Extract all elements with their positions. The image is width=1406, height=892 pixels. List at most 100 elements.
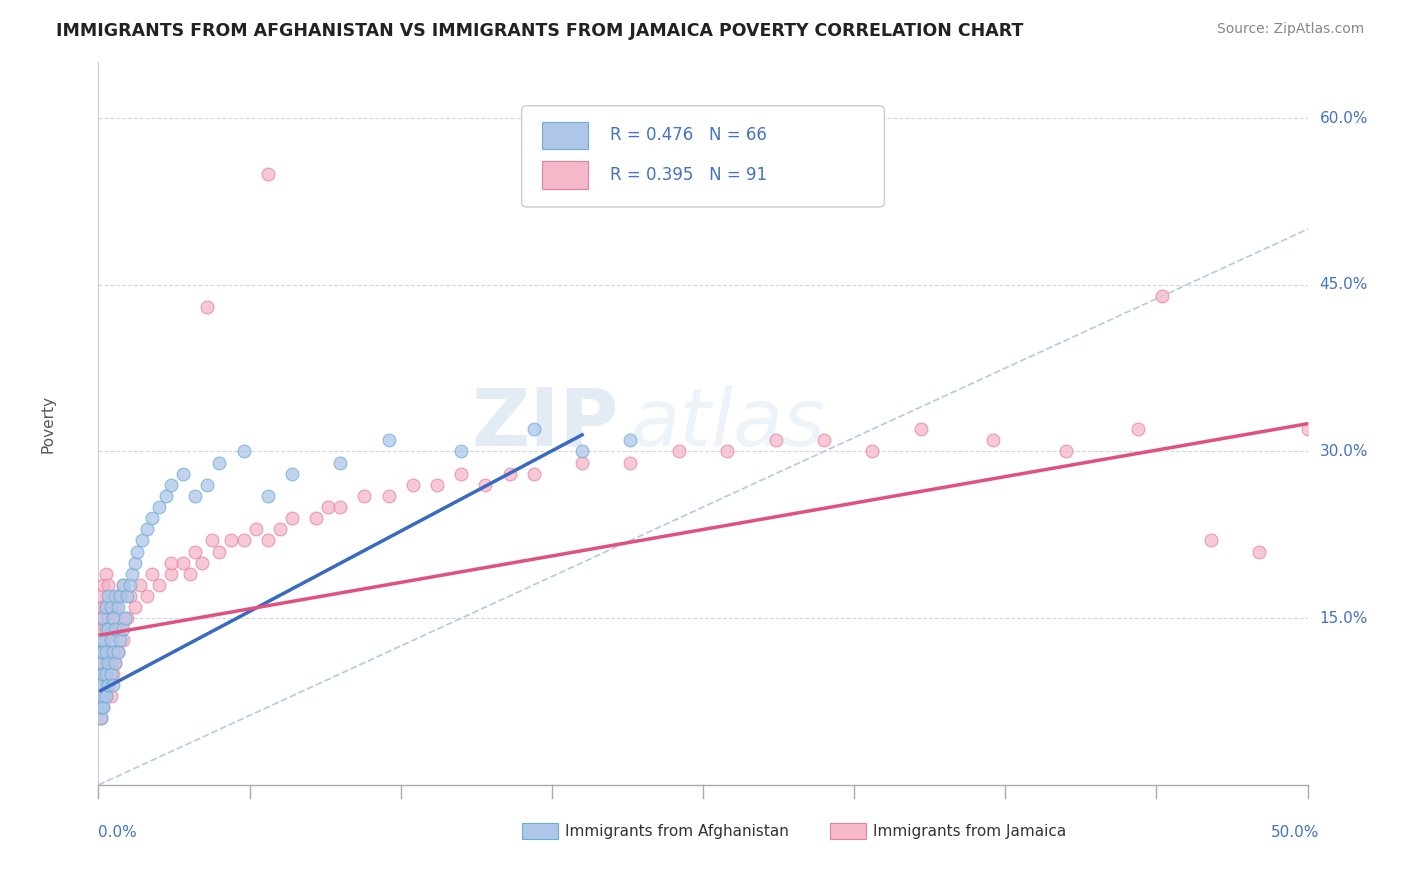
- Point: [141, 566, 163, 581]
- Point: [108, 633, 131, 648]
- Point: [245, 522, 267, 536]
- Text: IMMIGRANTS FROM AFGHANISTAN VS IMMIGRANTS FROM JAMAICA POVERTY CORRELATION CHART: IMMIGRANTS FROM AFGHANISTAN VS IMMIGRANT…: [56, 22, 1024, 40]
- Point: [111, 623, 134, 637]
- Point: [91, 578, 114, 592]
- Point: [329, 456, 352, 470]
- Text: Immigrants from Afghanistan: Immigrants from Afghanistan: [565, 823, 789, 838]
- Point: [94, 644, 117, 658]
- Point: [107, 644, 129, 658]
- Point: [765, 434, 787, 448]
- Point: [184, 489, 207, 503]
- Point: [716, 444, 738, 458]
- Point: [108, 589, 131, 603]
- FancyBboxPatch shape: [543, 161, 588, 189]
- Point: [256, 167, 278, 181]
- FancyBboxPatch shape: [543, 121, 588, 149]
- Point: [619, 456, 641, 470]
- Point: [94, 566, 117, 581]
- Point: [1054, 444, 1077, 458]
- Point: [101, 666, 124, 681]
- Point: [184, 544, 207, 558]
- Point: [91, 689, 114, 703]
- Point: [148, 578, 170, 592]
- Point: [111, 578, 134, 592]
- Point: [111, 578, 134, 592]
- Point: [101, 644, 124, 658]
- Point: [90, 656, 112, 670]
- Point: [104, 656, 127, 670]
- Text: Poverty: Poverty: [41, 394, 55, 453]
- Text: R = 0.395   N = 91: R = 0.395 N = 91: [610, 166, 768, 184]
- Point: [97, 644, 120, 658]
- Point: [256, 533, 278, 548]
- Point: [107, 600, 129, 615]
- Point: [619, 434, 641, 448]
- Point: [90, 633, 112, 648]
- Point: [91, 656, 114, 670]
- Point: [1249, 544, 1271, 558]
- Point: [571, 444, 593, 458]
- Point: [91, 644, 114, 658]
- Point: [107, 589, 129, 603]
- Point: [256, 489, 278, 503]
- Text: 60.0%: 60.0%: [1320, 111, 1368, 126]
- Point: [100, 623, 122, 637]
- Point: [90, 700, 112, 714]
- Point: [104, 623, 127, 637]
- Point: [172, 556, 194, 570]
- Point: [571, 456, 593, 470]
- Point: [195, 300, 218, 314]
- Point: [97, 623, 120, 637]
- Point: [97, 611, 120, 625]
- Point: [90, 666, 112, 681]
- Point: [90, 711, 112, 725]
- Point: [1296, 422, 1319, 436]
- Point: [208, 544, 231, 558]
- Point: [118, 578, 141, 592]
- Point: [450, 444, 472, 458]
- Point: [498, 467, 520, 481]
- Point: [90, 689, 112, 703]
- Point: [90, 678, 112, 692]
- Point: [232, 444, 254, 458]
- Point: [121, 566, 143, 581]
- Text: ZIP: ZIP: [471, 384, 619, 463]
- Point: [94, 689, 117, 703]
- Point: [97, 589, 120, 603]
- Point: [94, 600, 117, 615]
- Point: [160, 556, 183, 570]
- Point: [117, 589, 139, 603]
- Point: [101, 678, 124, 692]
- Point: [90, 700, 112, 714]
- Point: [135, 522, 157, 536]
- Point: [94, 666, 117, 681]
- Point: [91, 700, 114, 714]
- Point: [281, 467, 304, 481]
- Point: [813, 434, 835, 448]
- Point: [860, 444, 883, 458]
- Point: [90, 666, 112, 681]
- Point: [111, 633, 134, 648]
- Point: [91, 611, 114, 625]
- Point: [91, 666, 114, 681]
- Point: [91, 633, 114, 648]
- Text: 0.0%: 0.0%: [98, 825, 138, 839]
- Point: [201, 533, 224, 548]
- Point: [97, 678, 120, 692]
- Point: [191, 556, 214, 570]
- Point: [155, 489, 177, 503]
- Point: [94, 689, 117, 703]
- Point: [1199, 533, 1222, 548]
- Point: [101, 611, 124, 625]
- Point: [100, 633, 122, 648]
- Point: [100, 666, 122, 681]
- Text: Immigrants from Jamaica: Immigrants from Jamaica: [873, 823, 1067, 838]
- Point: [91, 689, 114, 703]
- Point: [104, 589, 127, 603]
- Point: [97, 656, 120, 670]
- Point: [90, 700, 112, 714]
- Point: [195, 478, 218, 492]
- Point: [981, 434, 1004, 448]
- Point: [668, 444, 690, 458]
- Point: [100, 689, 122, 703]
